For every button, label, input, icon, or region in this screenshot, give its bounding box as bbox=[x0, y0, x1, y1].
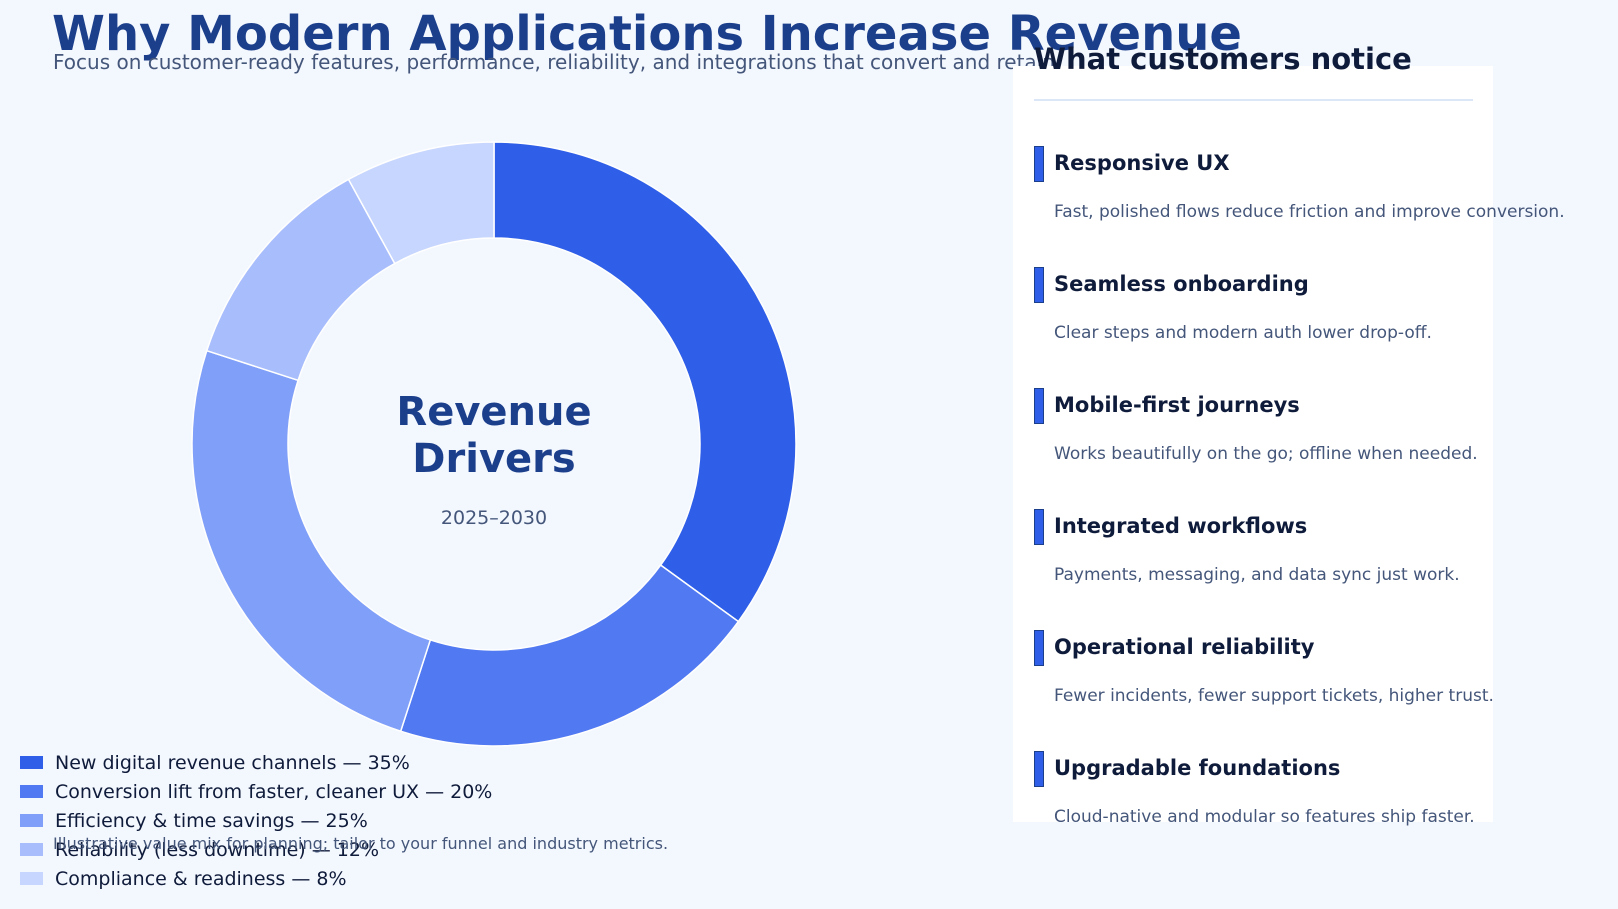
feature-description: Fast, polished flows reduce friction and… bbox=[1054, 202, 1565, 222]
feature-description: Payments, messaging, and data sync just … bbox=[1054, 565, 1460, 585]
legend-label: Reliability (less downtime) — 12% bbox=[55, 838, 380, 861]
feature-item: Responsive UX Fast, polished flows reduc… bbox=[1034, 136, 1618, 257]
feature-description: Cloud-native and modular so features shi… bbox=[1054, 807, 1475, 827]
feature-item: Upgradable foundations Cloud-native and … bbox=[1034, 741, 1618, 862]
donut-center-line1: Revenue bbox=[396, 389, 592, 435]
legend-label: Compliance & readiness — 8% bbox=[55, 867, 347, 890]
customers-panel bbox=[1013, 66, 1493, 822]
legend-item: Efficiency & time savings — 25% bbox=[20, 806, 492, 835]
donut-center-years: 2025–2030 bbox=[440, 507, 548, 529]
legend-swatch bbox=[20, 785, 43, 798]
feature-title: Responsive UX bbox=[1054, 151, 1230, 175]
feature-description: Fewer incidents, fewer support tickets, … bbox=[1054, 686, 1494, 706]
legend-swatch bbox=[20, 814, 43, 827]
feature-accent-bar bbox=[1034, 509, 1044, 545]
chart-footnote: Illustrative value mix for planning; tai… bbox=[53, 834, 669, 853]
feature-accent-bar bbox=[1034, 388, 1044, 424]
feature-accent-bar bbox=[1034, 267, 1044, 303]
donut-slice bbox=[347, 141, 495, 265]
feature-title: Seamless onboarding bbox=[1054, 272, 1309, 296]
feature-description: Clear steps and modern auth lower drop-o… bbox=[1054, 323, 1432, 343]
legend-label: Conversion lift from faster, cleaner UX … bbox=[55, 780, 493, 803]
legend-item: Reliability (less downtime) — 12% bbox=[20, 835, 492, 864]
donut-slice bbox=[191, 349, 432, 733]
donut-chart: Revenue Drivers 2025–2030 bbox=[191, 141, 797, 747]
chart-legend: New digital revenue channels — 35% Conve… bbox=[20, 748, 492, 893]
donut-center-line2: Drivers bbox=[412, 436, 576, 482]
feature-item: Seamless onboarding Clear steps and mode… bbox=[1034, 257, 1618, 378]
feature-item: Integrated workflows Payments, messaging… bbox=[1034, 499, 1618, 620]
legend-label: Efficiency & time savings — 25% bbox=[55, 809, 368, 832]
donut-svg bbox=[191, 141, 797, 747]
legend-swatch bbox=[20, 756, 43, 769]
feature-title: Mobile-first journeys bbox=[1054, 393, 1300, 417]
donut-center-title: Revenue Drivers bbox=[344, 389, 644, 483]
page-title: Why Modern Applications Increase Revenue bbox=[52, 6, 1242, 62]
legend-label: New digital revenue channels — 35% bbox=[55, 751, 410, 774]
feature-item: Operational reliability Fewer incidents,… bbox=[1034, 620, 1618, 741]
legend-item: New digital revenue channels — 35% bbox=[20, 748, 492, 777]
feature-title: Integrated workflows bbox=[1054, 514, 1308, 538]
feature-accent-bar bbox=[1034, 146, 1044, 182]
panel-title: What customers notice bbox=[1034, 42, 1412, 76]
legend-swatch bbox=[20, 843, 43, 856]
legend-swatch bbox=[20, 872, 43, 885]
feature-item: Mobile-first journeys Works beautifully … bbox=[1034, 378, 1618, 499]
donut-slice bbox=[399, 564, 740, 747]
feature-accent-bar bbox=[1034, 630, 1044, 666]
legend-item: Compliance & readiness — 8% bbox=[20, 864, 492, 893]
feature-description: Works beautifully on the go; offline whe… bbox=[1054, 444, 1478, 464]
feature-accent-bar bbox=[1034, 751, 1044, 787]
page-subtitle: Focus on customer-ready features, perfor… bbox=[53, 50, 1062, 74]
feature-title: Operational reliability bbox=[1054, 635, 1315, 659]
feature-title: Upgradable foundations bbox=[1054, 756, 1341, 780]
donut-slice bbox=[493, 141, 797, 623]
panel-divider bbox=[1034, 99, 1473, 101]
legend-item: Conversion lift from faster, cleaner UX … bbox=[20, 777, 492, 806]
